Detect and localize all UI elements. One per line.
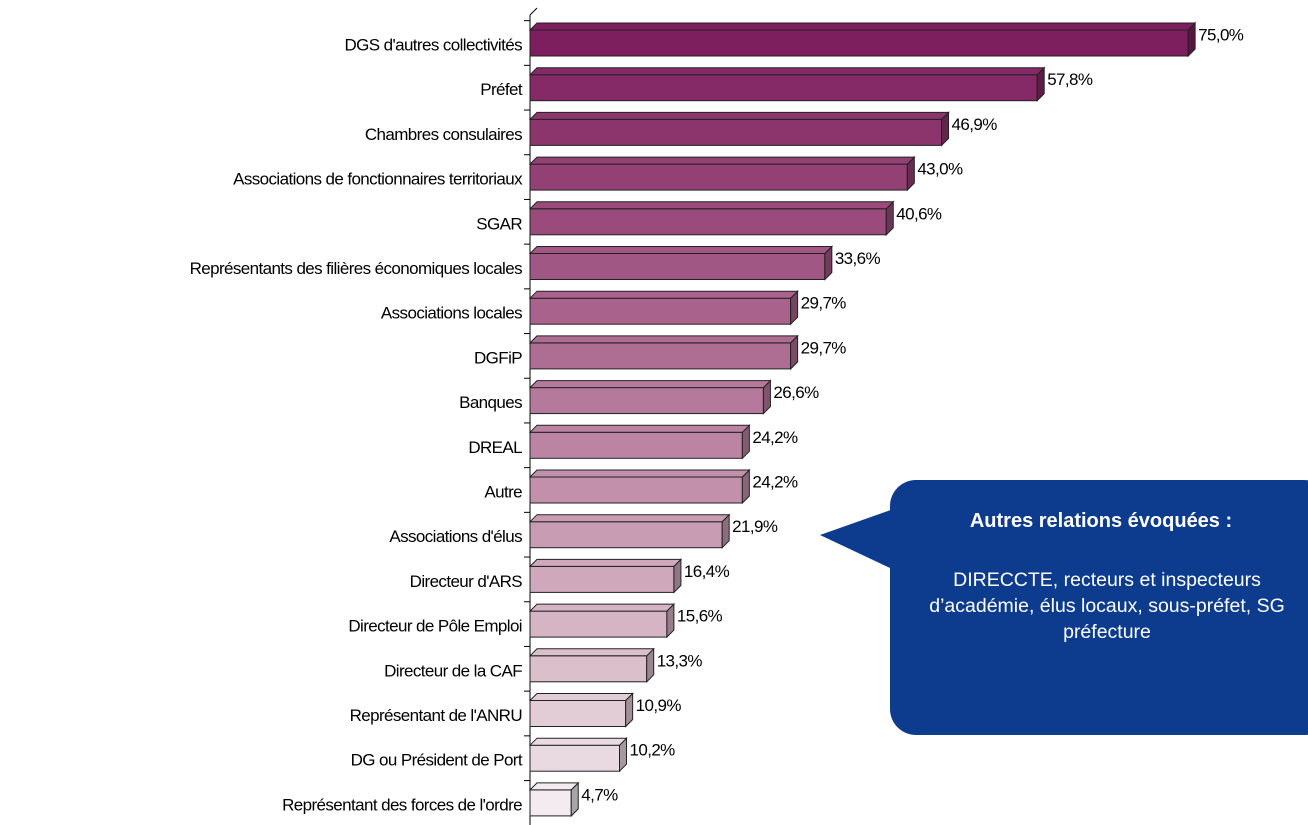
value-label: 10,2% bbox=[630, 741, 676, 760]
bar bbox=[529, 29, 1189, 57]
bar bbox=[529, 789, 572, 817]
callout-text: DIRECCTE, recteurs et inspecteurs d’acad… bbox=[929, 569, 1285, 643]
bar-top bbox=[528, 246, 834, 254]
y-tick-label: DGS d'autres collectivités bbox=[344, 35, 522, 54]
bar-top bbox=[528, 737, 628, 746]
bar-top bbox=[528, 782, 580, 791]
bar bbox=[529, 744, 621, 772]
bar bbox=[529, 610, 668, 638]
y-tick-label: Banques bbox=[459, 393, 522, 412]
y-tick-label: Associations de fonctionnaires territori… bbox=[233, 170, 523, 189]
y-axis-depth bbox=[529, 7, 538, 16]
value-label: 10,9% bbox=[636, 696, 682, 715]
bar-top bbox=[528, 648, 655, 657]
bar-top bbox=[528, 603, 676, 612]
bar-top bbox=[528, 514, 731, 523]
value-label: 46,9% bbox=[952, 115, 998, 134]
callout-pointer bbox=[820, 505, 905, 575]
bar bbox=[529, 700, 627, 727]
y-tick-label: Associations locales bbox=[381, 304, 522, 323]
y-tick-label: Directeur de la CAF bbox=[384, 661, 522, 680]
y-tick-label: DREAL bbox=[468, 438, 522, 457]
bar bbox=[529, 342, 792, 370]
bar bbox=[529, 565, 675, 593]
value-label: 24,2% bbox=[752, 428, 798, 447]
value-label: 29,7% bbox=[801, 338, 847, 357]
bar bbox=[529, 521, 723, 549]
bar-top bbox=[528, 290, 799, 299]
value-label: 24,2% bbox=[752, 472, 798, 491]
value-label: 15,6% bbox=[677, 607, 723, 626]
y-tick-label: DG ou Président de Port bbox=[351, 751, 523, 770]
bar-top bbox=[528, 335, 799, 344]
y-tick-label: DGFiP bbox=[474, 348, 522, 367]
value-label: 43,0% bbox=[917, 160, 963, 179]
y-tick-label: Associations d'élus bbox=[389, 527, 522, 546]
value-label: 57,8% bbox=[1047, 70, 1093, 89]
value-label: 16,4% bbox=[684, 562, 730, 581]
y-tick-label: Représentant des forces de l'ordre bbox=[282, 795, 522, 814]
bar bbox=[529, 297, 792, 325]
bar-top bbox=[528, 201, 895, 210]
value-label: 13,3% bbox=[657, 651, 703, 670]
y-tick-label: SGAR bbox=[476, 214, 522, 233]
value-label: 40,6% bbox=[896, 204, 942, 223]
y-tick-label: Représentant de l'ANRU bbox=[350, 706, 522, 725]
bar bbox=[529, 431, 743, 459]
value-label: 21,9% bbox=[732, 517, 778, 536]
bar-top bbox=[528, 424, 751, 433]
y-tick-label: Directeur de Pôle Emploi bbox=[348, 617, 522, 636]
y-tick-label: Autre bbox=[484, 482, 522, 501]
y-tick-label: Directeur d'ARS bbox=[410, 572, 523, 591]
callout-title: Autres relations évoquées : bbox=[969, 510, 1233, 532]
value-label: 26,6% bbox=[773, 383, 819, 402]
bar-top bbox=[528, 156, 916, 165]
callout: Autres relations évoquées : DIRECCTE, re… bbox=[890, 480, 1308, 735]
bar bbox=[529, 118, 943, 146]
bar bbox=[529, 476, 743, 504]
bar-top bbox=[528, 558, 683, 567]
y-tick-label: Représentants des filières économiques l… bbox=[190, 259, 523, 278]
bar bbox=[529, 74, 1038, 102]
y-tick-label: Chambres consulaires bbox=[365, 125, 522, 144]
bar bbox=[529, 163, 908, 191]
bar-top bbox=[528, 111, 950, 120]
bar-top bbox=[528, 469, 751, 478]
bar bbox=[529, 387, 764, 415]
bar-top bbox=[528, 67, 1046, 76]
bar bbox=[529, 253, 826, 280]
value-label: 75,0% bbox=[1198, 25, 1244, 44]
value-label: 29,7% bbox=[801, 294, 847, 313]
value-label: 33,6% bbox=[835, 249, 881, 268]
y-tick-label: Préfet bbox=[480, 80, 523, 99]
bar bbox=[529, 655, 648, 683]
value-label: 4,7% bbox=[581, 785, 618, 804]
bar-top bbox=[528, 380, 772, 389]
bar bbox=[529, 208, 887, 236]
bar-top bbox=[528, 22, 1197, 31]
bar-top bbox=[528, 693, 634, 701]
